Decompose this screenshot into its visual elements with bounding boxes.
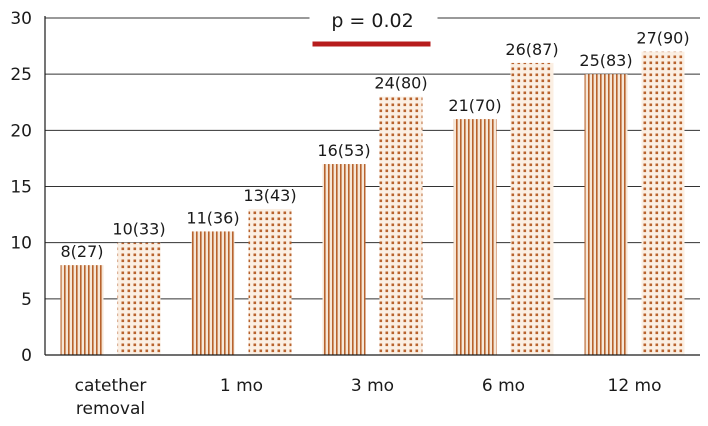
data-label: 13(43) — [243, 186, 296, 205]
bar — [248, 208, 292, 355]
y-tick-label: 0 — [21, 346, 32, 366]
bar — [510, 62, 554, 355]
p-value-annotation: p = 0.02 — [309, 6, 438, 47]
data-label: 24(80) — [374, 74, 427, 93]
bar — [379, 96, 423, 355]
y-tick-label: 15 — [10, 178, 32, 198]
x-tick-label: catether — [75, 376, 147, 396]
data-label: 8(27) — [60, 242, 103, 261]
y-tick-label: 20 — [10, 121, 32, 141]
p-value-background — [309, 6, 438, 30]
x-tick-label: removal — [76, 399, 145, 419]
data-label: 26(87) — [505, 40, 558, 59]
x-tick-label: 1 mo — [220, 376, 263, 396]
p-value-label: p = 0.02 — [331, 10, 413, 32]
data-label: 10(33) — [112, 220, 165, 239]
bar — [584, 74, 628, 356]
data-label: 27(90) — [636, 29, 689, 48]
bar — [322, 164, 366, 355]
bar — [117, 242, 161, 355]
data-label: 25(83) — [579, 51, 632, 70]
y-tick-label: 25 — [10, 65, 32, 85]
data-label: 21(70) — [448, 96, 501, 115]
x-tick-label: 3 mo — [351, 376, 394, 396]
axes: 0 5 10 15 20 25 30 catether removal 1 mo 3 mo 6 mo 1… — [10, 9, 700, 419]
y-tick-label: 10 — [10, 234, 32, 254]
bar — [60, 265, 104, 355]
bar — [453, 119, 497, 355]
data-labels: 8(27) 10(33) 11(36)13(43) 16(53) 24(80) 21(70… — [60, 29, 689, 261]
x-tick-label: 12 mo — [608, 376, 662, 396]
bar — [191, 231, 235, 355]
x-tick-label: 6 mo — [482, 376, 525, 396]
y-tick-label: 30 — [10, 9, 32, 29]
bars — [60, 51, 685, 356]
data-label: 11(36) — [186, 208, 239, 227]
y-tick-label: 5 — [21, 290, 32, 310]
data-label: 16(53) — [317, 141, 370, 160]
bar — [641, 51, 685, 355]
